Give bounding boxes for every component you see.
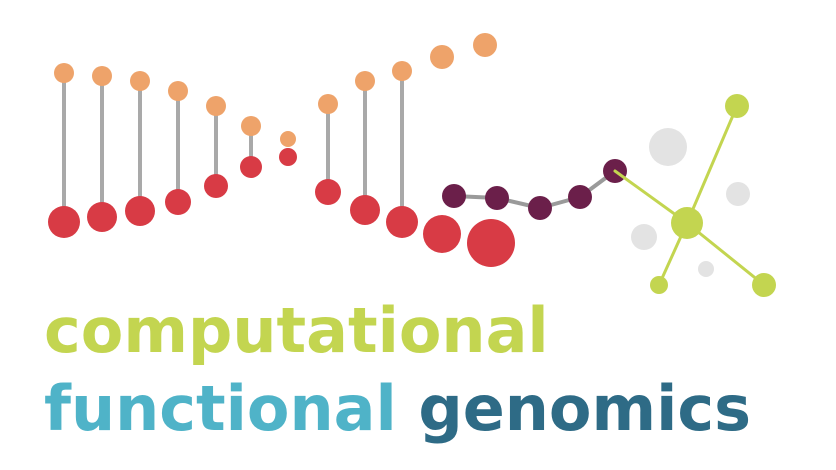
dna-bottom-dot bbox=[386, 206, 418, 238]
dna-bottom-dot bbox=[165, 189, 191, 215]
dna-top-dot bbox=[92, 66, 112, 86]
dna-top-dot bbox=[430, 45, 454, 69]
dna-top-dots bbox=[54, 33, 497, 147]
dna-stems bbox=[62, 69, 404, 224]
dna-top-dot bbox=[280, 131, 296, 147]
dna-bottom-dot bbox=[279, 148, 297, 166]
chain-dot bbox=[568, 185, 592, 209]
dna-bottom-dot bbox=[204, 174, 228, 198]
dna-top-dot bbox=[473, 33, 497, 57]
chain-dot bbox=[485, 186, 509, 210]
background-circles bbox=[631, 128, 750, 277]
dna-bottom-dots bbox=[48, 148, 515, 267]
word-genomics: genomics bbox=[418, 372, 751, 445]
network-node bbox=[725, 94, 749, 118]
logo-text-line2: functional genomics bbox=[44, 374, 751, 444]
network-node bbox=[752, 273, 776, 297]
dna-top-dot bbox=[130, 71, 150, 91]
chain-dot bbox=[442, 184, 466, 208]
dna-bottom-dot bbox=[240, 156, 262, 178]
network-node bbox=[650, 276, 668, 294]
dna-bottom-dot bbox=[125, 196, 155, 226]
dna-bottom-dot bbox=[48, 206, 80, 238]
chain-dots bbox=[442, 159, 627, 220]
dna-top-dot bbox=[54, 63, 74, 83]
dna-top-dot bbox=[392, 61, 412, 81]
network-nodes bbox=[650, 94, 776, 297]
network-node bbox=[671, 207, 703, 239]
network-line bbox=[685, 221, 766, 287]
background-circle bbox=[698, 261, 714, 277]
word-computational: computational bbox=[44, 294, 549, 367]
dna-top-dot bbox=[241, 116, 261, 136]
background-circle bbox=[631, 224, 657, 250]
logo-text-line1: computational bbox=[44, 296, 549, 366]
dna-bottom-dot bbox=[315, 179, 341, 205]
chain-dot bbox=[528, 196, 552, 220]
dna-bottom-dot bbox=[423, 215, 461, 253]
word-functional: functional bbox=[44, 372, 397, 445]
dna-bottom-dot bbox=[87, 202, 117, 232]
dna-bottom-dot bbox=[467, 219, 515, 267]
dna-top-dot bbox=[168, 81, 188, 101]
dna-top-dot bbox=[355, 71, 375, 91]
dna-top-dot bbox=[318, 94, 338, 114]
dna-top-dot bbox=[206, 96, 226, 116]
dna-bottom-dot bbox=[350, 195, 380, 225]
network-line bbox=[685, 104, 739, 225]
background-circle bbox=[726, 182, 750, 206]
background-circle bbox=[649, 128, 687, 166]
